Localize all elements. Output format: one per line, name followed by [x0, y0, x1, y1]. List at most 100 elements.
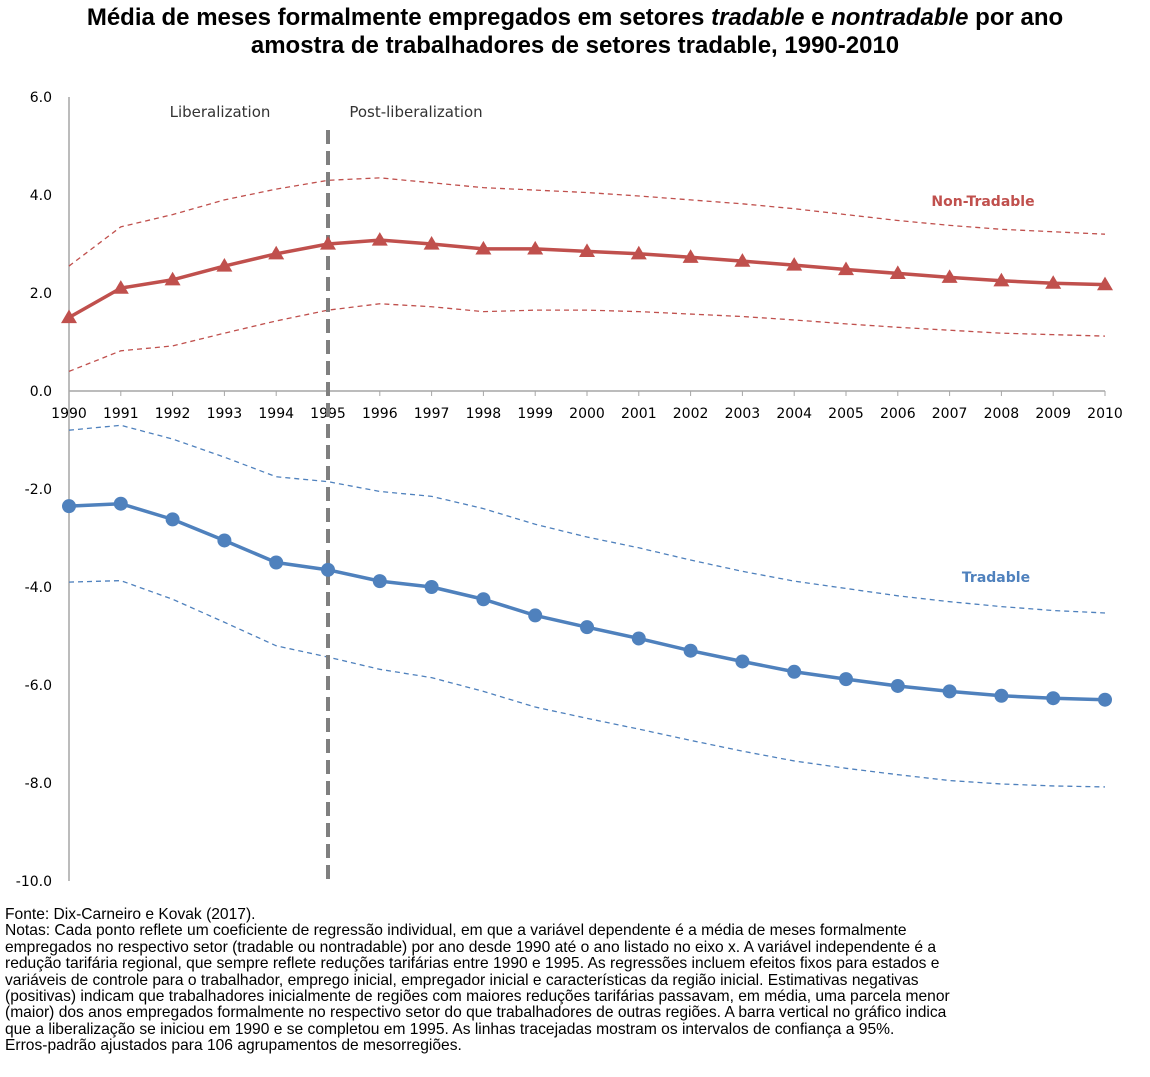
x-tick-label: 1990 [51, 406, 87, 422]
title-part: Média de meses formalmente empregados em… [86, 4, 712, 31]
notes-line: redução tarifária regional, que sempre r… [5, 955, 940, 973]
x-tick-label: 1998 [466, 406, 502, 422]
data-point-tradable [321, 562, 335, 577]
data-point-tradable [942, 684, 957, 699]
data-point-tradable [631, 631, 646, 646]
data-point-non-tradable [527, 240, 544, 255]
x-tick-label: 2001 [621, 406, 657, 422]
notes-line: (positivas) indicam que trabalhadores in… [5, 988, 950, 1006]
title-part: e [804, 4, 832, 31]
data-point-tradable [890, 678, 905, 693]
data-point-tradable [1098, 692, 1112, 707]
data-point-tradable [424, 580, 439, 594]
notes-line: variáveis de controle para o trabalhador… [5, 971, 919, 989]
x-tick-label: 2009 [1035, 406, 1071, 422]
x-tick-label: 1997 [414, 406, 450, 422]
data-point-non-tradable [112, 280, 129, 294]
title-part-italic: nontradable [831, 4, 969, 31]
data-point-non-tradable [786, 257, 803, 271]
data-point-tradable [580, 620, 594, 635]
chart-title-line-1: Média de meses formalmente empregados em… [0, 4, 1150, 32]
data-point-tradable [62, 499, 76, 514]
annotation-liberalization: Liberalization [170, 103, 271, 121]
x-tick-label: 2010 [1087, 406, 1123, 422]
figure-notes: Fonte: Dix-Carneiro e Kovak (2017). Nota… [5, 906, 1145, 1055]
data-point-non-tradable [1097, 276, 1113, 291]
data-point-non-tradable [423, 236, 440, 250]
series [61, 232, 1113, 707]
axes: 6.0 4.0 2.0 0.0 -2.0 -4.0 -6.0 -8.0 -10.0 1990 199… [16, 90, 1123, 890]
ci-upper-tradable [68, 424, 1106, 614]
ci-upper-non-tradable [68, 177, 1106, 267]
x-tick-label: 1996 [362, 406, 398, 422]
data-point-non-tradable [61, 309, 77, 324]
y-tick-label: 4.0 [30, 188, 52, 204]
data-point-non-tradable [164, 271, 181, 286]
data-point-non-tradable [320, 236, 336, 250]
source-line: Fonte: Dix-Carneiro e Kovak (2017). [5, 906, 256, 923]
notes-line: que a liberalização se iniciou em 1990 e… [5, 1020, 895, 1038]
data-point-non-tradable [579, 243, 595, 257]
notes-line: Erros-padrão ajustados para 106 agrupame… [5, 1037, 462, 1055]
data-point-tradable [476, 592, 491, 607]
chart-title-line-2: amostra de trabalhadores de setores trad… [250, 32, 900, 59]
series-label-tradable: Tradable [962, 570, 1030, 586]
y-tick-label: -4.0 [25, 580, 52, 596]
x-tick-label: 2006 [880, 406, 916, 422]
data-point-non-tradable [838, 261, 854, 276]
data-point-non-tradable [993, 272, 1010, 287]
data-point-non-tradable [216, 258, 233, 272]
line-chart: 6.0 4.0 2.0 0.0 -2.0 -4.0 -6.0 -8.0 -10.0 1990 199… [16, 90, 1123, 890]
data-point-tradable [113, 496, 128, 511]
x-tick-label: 1999 [517, 406, 553, 422]
annotation-post-liberalization: Post-liberalization [349, 103, 482, 121]
x-tick-label: 1993 [207, 406, 243, 422]
title-part-italic: tradable [711, 4, 805, 31]
ci-lower-non-tradable [68, 303, 1106, 373]
data-point-tradable [528, 608, 543, 623]
y-tick-label: -2.0 [25, 482, 52, 498]
data-point-tradable [1046, 691, 1061, 706]
data-point-tradable [165, 512, 180, 527]
x-tick-label: 2002 [673, 406, 709, 422]
y-tick-label: 0.0 [30, 384, 52, 400]
data-point-non-tradable [889, 265, 906, 279]
labels: Liberalization Post-liberalization Non-T… [170, 103, 1035, 586]
y-tick-label: -8.0 [25, 776, 52, 792]
title-part: por ano [968, 4, 1064, 31]
x-tick-label: 2008 [984, 406, 1020, 422]
notes-line: empregados no respectivo setor (tradable… [5, 938, 937, 956]
data-point-non-tradable [941, 269, 958, 283]
chart-title: Média de meses formalmente empregados em… [0, 4, 1150, 60]
x-tick-label: 1991 [103, 406, 139, 422]
data-point-non-tradable [371, 232, 388, 246]
y-tick-label: -10.0 [16, 874, 52, 890]
x-tick-label: 2000 [569, 406, 605, 422]
x-tick-label: 2007 [932, 406, 968, 422]
y-tick-label: 2.0 [30, 286, 52, 302]
notes-line: (maior) dos anos empregados formalmente … [5, 1004, 947, 1022]
data-point-tradable [372, 574, 387, 589]
data-point-tradable [217, 533, 232, 548]
notes-line: Notas: Cada ponto reflete um coeficiente… [5, 922, 907, 940]
data-point-non-tradable [1045, 275, 1062, 289]
data-point-tradable [735, 654, 750, 669]
data-point-non-tradable [734, 253, 751, 267]
x-tick-label: 2005 [828, 406, 864, 422]
data-point-tradable [683, 643, 698, 658]
x-tick-label: 1992 [155, 406, 191, 422]
ci-lower-tradable [68, 579, 1106, 788]
series-label-non-tradable: Non-Tradable [931, 194, 1034, 210]
data-point-non-tradable [630, 245, 647, 260]
y-tick-label: -6.0 [25, 678, 52, 694]
confidence-intervals [68, 177, 1106, 788]
data-point-non-tradable [268, 245, 285, 260]
x-tick-label: 2004 [776, 406, 812, 422]
y-tick-label: 6.0 [30, 90, 52, 106]
x-tick-label: 2003 [725, 406, 761, 422]
data-point-tradable [787, 664, 802, 679]
data-point-tradable [269, 555, 284, 570]
data-point-non-tradable [475, 240, 492, 255]
data-point-tradable [994, 688, 1009, 703]
x-tick-label: 1994 [258, 406, 294, 422]
